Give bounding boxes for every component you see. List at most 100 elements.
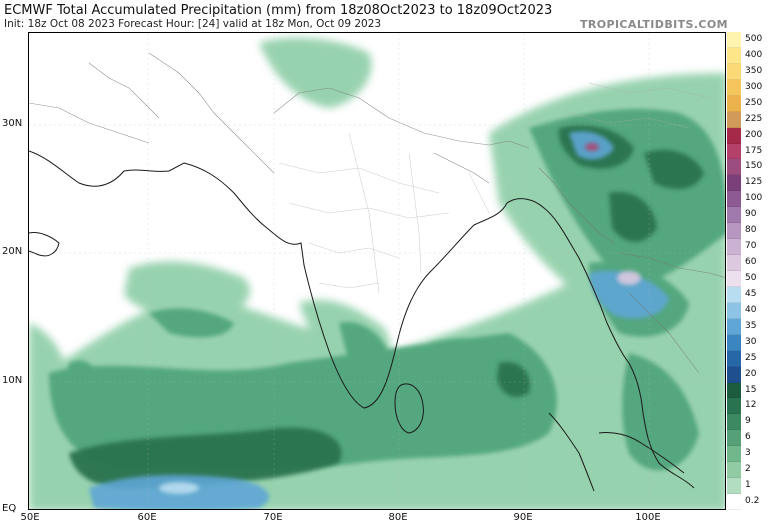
colorbar-level: 3 bbox=[726, 446, 768, 463]
colorbar-swatch bbox=[727, 478, 741, 495]
lat-label-30n: 30N bbox=[2, 118, 23, 129]
colorbar-level: 200 bbox=[726, 127, 768, 144]
colorbar-label: 12 bbox=[745, 400, 757, 411]
colorbar-label: 100 bbox=[745, 193, 763, 204]
map-subtitle: Init: 18z Oct 08 2023 Forecast Hour: [24… bbox=[4, 18, 382, 30]
lon-label-90e: 90E bbox=[513, 512, 533, 523]
colorbar-level: 15 bbox=[726, 382, 768, 399]
colorbar-level: 30 bbox=[726, 334, 768, 351]
map-header: ECMWF Total Accumulated Precipitation (m… bbox=[0, 0, 768, 32]
colorbar-swatch bbox=[727, 430, 741, 447]
colorbar-level: 250 bbox=[726, 95, 768, 112]
map-canvas bbox=[29, 33, 725, 509]
colorbar-swatch bbox=[727, 302, 741, 319]
colorbar-label: 20 bbox=[745, 368, 757, 379]
colorbar-swatch bbox=[727, 414, 741, 431]
colorbar-level: 125 bbox=[726, 175, 768, 192]
colorbar-swatch bbox=[727, 223, 741, 240]
colorbar-label: 2 bbox=[745, 464, 751, 475]
colorbar-level: 225 bbox=[726, 111, 768, 128]
colorbar-label: 6 bbox=[745, 432, 751, 443]
colorbar-label: 500 bbox=[745, 34, 763, 44]
colorbar-level: 90 bbox=[726, 207, 768, 224]
precip-colorbar: 500 400 350 300 250 225 200 175 150 125 100 90 80 70 6… bbox=[726, 32, 768, 510]
colorbar-label: 250 bbox=[745, 97, 763, 108]
colorbar-level: 300 bbox=[726, 79, 768, 96]
colorbar-level: 45 bbox=[726, 286, 768, 303]
colorbar-label: 70 bbox=[745, 241, 757, 252]
colorbar-label: 35 bbox=[745, 320, 757, 331]
lon-label-100e: 100E bbox=[635, 512, 661, 523]
colorbar-swatch bbox=[727, 239, 741, 256]
colorbar-swatch bbox=[727, 255, 741, 271]
colorbar-label: 15 bbox=[745, 384, 757, 395]
colorbar-label: 150 bbox=[745, 161, 763, 172]
colorbar-swatch bbox=[727, 350, 741, 367]
colorbar-label: 400 bbox=[745, 49, 763, 60]
colorbar-label: 60 bbox=[745, 257, 757, 268]
colorbar-label: 300 bbox=[745, 81, 763, 92]
country-borders bbox=[29, 52, 725, 374]
colorbar-level: 150 bbox=[726, 159, 768, 176]
precip-extreme bbox=[159, 143, 641, 494]
colorbar-level: 25 bbox=[726, 350, 768, 367]
colorbar-label: 200 bbox=[745, 129, 763, 140]
colorbar-swatch bbox=[727, 462, 741, 479]
colorbar-level: 400 bbox=[726, 47, 768, 64]
colorbar-swatch bbox=[727, 127, 741, 144]
colorbar-label: 40 bbox=[745, 304, 757, 315]
brand-watermark: TROPICALTIDBITS.COM bbox=[579, 18, 728, 31]
colorbar-level: 40 bbox=[726, 302, 768, 319]
lon-label-60e: 60E bbox=[137, 512, 157, 523]
colorbar-label: 125 bbox=[745, 177, 763, 188]
colorbar-label: 30 bbox=[745, 336, 757, 347]
colorbar-level: 60 bbox=[726, 255, 768, 271]
colorbar-level: 9 bbox=[726, 414, 768, 431]
colorbar-swatch bbox=[727, 334, 741, 351]
gridlines bbox=[29, 33, 725, 509]
colorbar-level: 20 bbox=[726, 366, 768, 383]
colorbar-swatch bbox=[727, 63, 741, 80]
colorbar-level: 0.2 bbox=[726, 494, 768, 510]
colorbar-label: 9 bbox=[745, 416, 751, 427]
colorbar-label: 90 bbox=[745, 209, 757, 220]
colorbar-swatch bbox=[727, 318, 741, 335]
colorbar-level: 500 bbox=[726, 32, 768, 48]
colorbar-swatch bbox=[727, 111, 741, 128]
lat-label-20n: 20N bbox=[2, 246, 23, 257]
colorbar-swatch bbox=[727, 191, 741, 208]
lat-label-eq: EQ bbox=[2, 503, 17, 514]
lat-label-10n: 10N bbox=[2, 375, 23, 386]
colorbar-swatch bbox=[727, 382, 741, 399]
colorbar-swatch bbox=[727, 175, 741, 192]
map-title: ECMWF Total Accumulated Precipitation (m… bbox=[4, 3, 553, 18]
colorbar-label: 350 bbox=[745, 65, 763, 76]
colorbar-swatch bbox=[727, 32, 741, 48]
colorbar-level: 350 bbox=[726, 63, 768, 80]
colorbar-label: 225 bbox=[745, 113, 763, 124]
colorbar-level: 175 bbox=[726, 143, 768, 160]
colorbar-label: 0.2 bbox=[745, 496, 760, 507]
colorbar-level: 70 bbox=[726, 239, 768, 256]
colorbar-swatch bbox=[727, 207, 741, 224]
precipitation-map bbox=[28, 32, 726, 510]
colorbar-level: 100 bbox=[726, 191, 768, 208]
colorbar-swatch bbox=[727, 398, 741, 415]
colorbar-swatch bbox=[727, 271, 741, 287]
colorbar-label: 80 bbox=[745, 225, 757, 236]
colorbar-swatch bbox=[727, 95, 741, 112]
colorbar-swatch bbox=[727, 446, 741, 463]
colorbar-swatch bbox=[727, 159, 741, 176]
coastlines bbox=[29, 150, 695, 492]
colorbar-swatch bbox=[727, 143, 741, 160]
lon-label-80e: 80E bbox=[388, 512, 408, 523]
colorbar-swatch bbox=[727, 494, 741, 510]
colorbar-swatch bbox=[727, 286, 741, 303]
colorbar-label: 50 bbox=[745, 273, 757, 283]
colorbar-label: 1 bbox=[745, 480, 751, 491]
colorbar-level: 1 bbox=[726, 478, 768, 495]
colorbar-swatch bbox=[727, 366, 741, 383]
lon-label-70e: 70E bbox=[263, 512, 283, 523]
colorbar-level: 50 bbox=[726, 271, 768, 287]
colorbar-swatch bbox=[727, 47, 741, 64]
